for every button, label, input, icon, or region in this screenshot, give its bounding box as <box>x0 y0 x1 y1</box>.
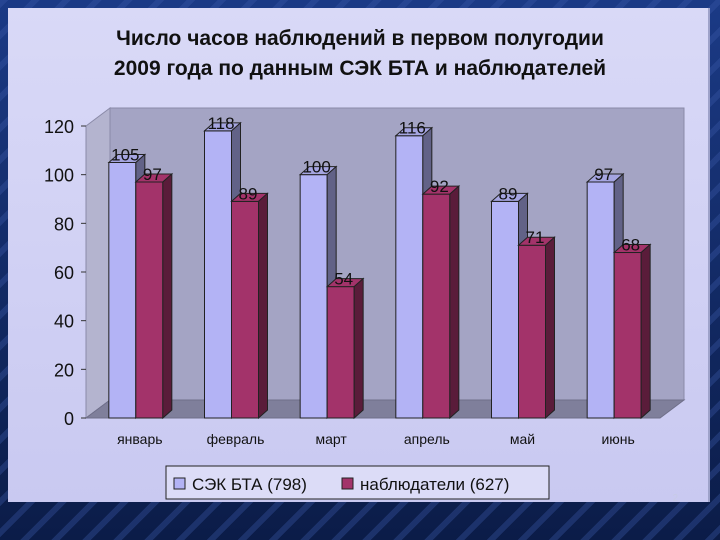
x-tick-label: январь <box>117 431 162 447</box>
bar-front <box>422 193 451 419</box>
data-label: 54 <box>334 270 353 289</box>
bar-observers-1 <box>230 192 269 420</box>
bar-side <box>640 243 651 420</box>
chart-title-line2: 2009 года по данным СЭК БТА и наблюдател… <box>113 57 607 80</box>
bar-front <box>204 130 232 419</box>
y-tick-label: 40 <box>54 312 74 332</box>
data-label: 97 <box>594 165 613 184</box>
chart-title-line1: Число часов наблюдений в первом полугоди… <box>116 27 604 50</box>
y-tick-label: 120 <box>44 117 74 137</box>
y-tick-label: 100 <box>44 166 74 186</box>
y-tick-label: 20 <box>54 360 74 380</box>
bar-side <box>258 192 268 420</box>
bar-front <box>108 162 137 419</box>
data-label: 92 <box>430 177 449 196</box>
bar-front <box>231 200 259 419</box>
x-tick-label: апрель <box>404 431 450 447</box>
data-label: 105 <box>111 146 139 165</box>
y-tick-label: 0 <box>64 409 74 429</box>
x-tick-label: февраль <box>207 431 265 447</box>
bar-observers-3 <box>421 185 461 420</box>
y-tick-label: 80 <box>54 214 74 234</box>
data-label: 89 <box>499 184 518 203</box>
bar-observers-0 <box>134 172 174 420</box>
bar-side <box>449 185 460 420</box>
bar-observers-5 <box>612 243 652 420</box>
bar-front <box>299 174 328 419</box>
x-tick-label: март <box>316 431 348 447</box>
bar-side <box>545 236 555 420</box>
data-label: 100 <box>302 158 330 177</box>
bar-front <box>135 181 164 419</box>
data-label: 97 <box>143 165 162 184</box>
bar-front <box>613 252 642 419</box>
x-tick-label: июнь <box>601 431 634 447</box>
bar-front <box>518 244 546 419</box>
bar-observers-4 <box>517 236 556 420</box>
legend-label: СЭК БТА (798) <box>192 475 307 494</box>
data-label: 71 <box>526 228 545 247</box>
bar-front <box>586 181 615 419</box>
bar-observers-2 <box>325 277 365 420</box>
bar-front <box>326 286 355 419</box>
chart-side-wall <box>85 107 111 419</box>
legend: СЭК БТА (798) наблюдатели (627) <box>165 465 550 500</box>
page-number: 2 <box>672 493 678 504</box>
data-label: 68 <box>621 236 640 255</box>
bar-front <box>395 135 424 419</box>
x-tick-label: май <box>510 431 535 447</box>
bar-side <box>162 172 173 420</box>
data-label: 118 <box>207 114 234 133</box>
legend-swatch <box>341 477 354 490</box>
bar-front <box>491 200 519 419</box>
bar-side <box>353 277 364 420</box>
data-label: 89 <box>239 184 258 203</box>
legend-swatch <box>173 477 186 490</box>
y-tick-label: 60 <box>54 263 74 283</box>
data-label: 116 <box>399 119 426 138</box>
legend-label: наблюдатели (627) <box>360 475 509 494</box>
legend-box <box>165 465 550 500</box>
